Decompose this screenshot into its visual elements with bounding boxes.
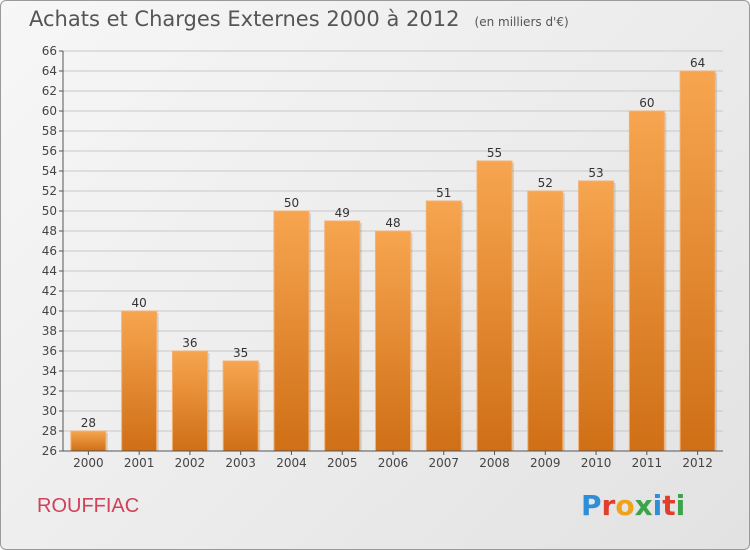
bar: [70, 430, 107, 452]
x-tick-label: 2000: [73, 456, 104, 470]
y-tick-label: 34: [42, 364, 57, 378]
bar: [375, 230, 411, 452]
bar-value-label: 35: [233, 346, 248, 360]
y-tick-label: 28: [42, 424, 57, 438]
bar-value-label: 53: [588, 166, 603, 180]
x-tick-label: 2009: [530, 456, 561, 470]
bar-value-label: 50: [284, 196, 299, 210]
bar-value-label: 64: [690, 56, 705, 70]
city-name: ROUFFIAC: [37, 495, 140, 517]
chart-unit: (en milliers d'€): [474, 15, 569, 29]
bar-value-label: 60: [639, 96, 654, 110]
title-row: Achats et Charges Externes 2000 à 2012 (…: [29, 7, 569, 31]
logo-letter: x: [634, 489, 653, 522]
chart-title: Achats et Charges Externes 2000 à 2012: [29, 7, 460, 31]
logo-letter: P: [581, 489, 602, 522]
x-tick-label: 2006: [378, 456, 409, 470]
y-tick-label: 36: [42, 344, 57, 358]
bar: [476, 160, 513, 452]
x-tick-label: 2011: [632, 456, 663, 470]
logo-letter: o: [615, 489, 635, 522]
bar: [628, 110, 665, 452]
y-tick-label: 26: [42, 444, 57, 458]
bars: [70, 70, 718, 452]
y-tick-label: 42: [42, 284, 57, 298]
y-tick-label: 40: [42, 304, 57, 318]
y-tick-label: 32: [42, 384, 57, 398]
y-tick-label: 66: [42, 44, 57, 58]
y-tick-label: 44: [42, 264, 57, 278]
x-tick-label: 2005: [327, 456, 358, 470]
y-tick-label: 60: [42, 104, 57, 118]
y-tick-label: 54: [42, 164, 57, 178]
x-tick-label: 2002: [175, 456, 206, 470]
x-tick-label: 2012: [682, 456, 713, 470]
y-tick-label: 46: [42, 244, 57, 258]
bar-value-label: 52: [538, 176, 553, 190]
bar: [222, 360, 259, 452]
proxiti-logo[interactable]: Proxiti: [581, 489, 685, 522]
bar: [527, 190, 564, 452]
bar: [679, 70, 716, 452]
bar: [324, 220, 361, 452]
y-tick-label: 62: [42, 84, 57, 98]
bar-value-label: 49: [335, 206, 350, 220]
bar-value-label: 48: [385, 216, 400, 230]
x-tick-label: 2001: [124, 456, 155, 470]
y-tick-label: 30: [42, 404, 57, 418]
bar: [273, 210, 310, 452]
x-tick-label: 2003: [225, 456, 256, 470]
bar-value-label: 28: [81, 416, 96, 430]
y-tick-label: 50: [42, 204, 57, 218]
bar: [171, 350, 208, 452]
x-tick-label: 2004: [276, 456, 307, 470]
bar: [425, 200, 462, 452]
axes: 26 28 30 32 34 36 38 40 42 44 46 48 50 52 54 56 58 60 62 64…: [42, 44, 723, 470]
logo-letter: t: [662, 489, 676, 522]
x-tick-label: 2010: [581, 456, 612, 470]
bar-value-label: 36: [182, 336, 197, 350]
y-tick-label: 56: [42, 144, 57, 158]
y-tick-label: 64: [42, 64, 57, 78]
bar: [578, 180, 615, 452]
logo-letter: r: [601, 489, 616, 522]
y-tick-label: 58: [42, 124, 57, 138]
y-tick-label: 38: [42, 324, 57, 338]
bar: [121, 310, 158, 452]
y-tick-label: 48: [42, 224, 57, 238]
logo-letter: i: [652, 489, 663, 522]
bar-value-label: 51: [436, 186, 451, 200]
x-tick-label: 2008: [479, 456, 510, 470]
logo-letter: i: [675, 489, 686, 522]
bar-value-label: 55: [487, 146, 502, 160]
x-tick-label: 2007: [428, 456, 459, 470]
y-tick-label: 52: [42, 184, 57, 198]
bar-value-label: 40: [132, 296, 147, 310]
